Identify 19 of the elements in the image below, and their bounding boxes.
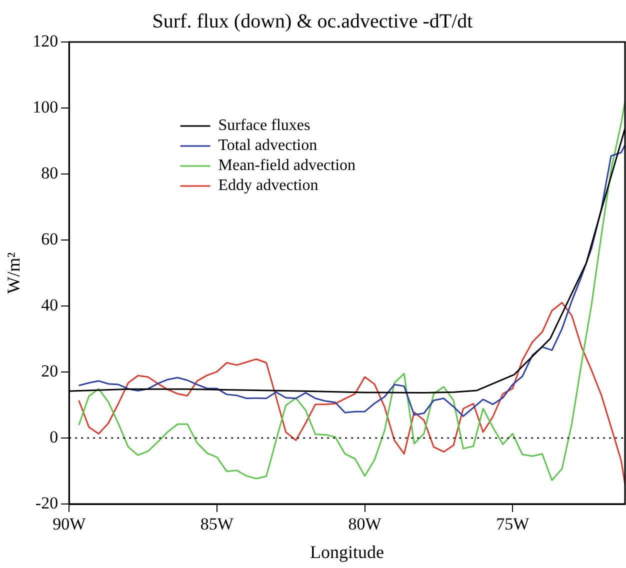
x-tick-label: 85W [200, 514, 234, 534]
y-tick-label: 0 [50, 427, 58, 446]
y-tick-label: -20 [35, 493, 58, 512]
legend-label: Surface fluxes [218, 117, 310, 134]
x-tick-label: 90W [52, 514, 87, 534]
x-axis-title: Longitude [310, 542, 384, 562]
legend-label: Total advection [218, 137, 318, 154]
y-tick-label: 100 [32, 97, 58, 116]
y-tick-label: 40 [41, 295, 58, 314]
y-axis-title: W/m² [4, 252, 24, 294]
y-tick-label: 60 [41, 229, 58, 248]
chart-title: Surf. flux (down) & oc.advective -dT/dt [152, 10, 474, 32]
y-tick-label: 80 [41, 163, 58, 182]
y-tick-label: 20 [41, 361, 58, 380]
x-tick-label: 75W [496, 514, 530, 534]
legend-label: Mean-field advection [218, 157, 356, 174]
x-tick-label: 80W [348, 514, 382, 534]
legend-label: Eddy advection [218, 177, 318, 194]
y-tick-label: 120 [32, 31, 58, 50]
